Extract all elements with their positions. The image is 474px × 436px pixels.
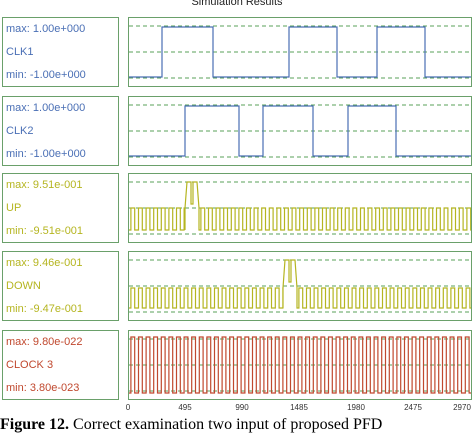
- waveform-trace: [129, 336, 471, 394]
- signal-label-panel: max: 1.00e+000 CLK2 min: -1.00e+000: [2, 96, 119, 166]
- signal-plot-panel: [128, 17, 472, 87]
- window-title: Simulation Results: [191, 0, 283, 8]
- waveform-plot: [129, 25, 471, 79]
- tick-label: 1980: [347, 403, 365, 412]
- tick-label: 2475: [404, 403, 422, 412]
- tick-label: 990: [235, 403, 249, 412]
- tick-label: 2970: [453, 403, 471, 412]
- signal-max: max: 9.80e-022: [6, 336, 83, 348]
- signal-plot-panel: [128, 96, 472, 166]
- waveform-trace: [129, 26, 471, 78]
- signal-name: CLOCK 3: [6, 359, 54, 371]
- signal-plot-panel: [128, 330, 472, 400]
- waveform-trace: [129, 181, 471, 231]
- signal-max: max: 9.51e-001: [6, 179, 83, 191]
- signal-min: min: -1.00e+000: [6, 69, 86, 81]
- signal-plot-panel: [128, 251, 472, 321]
- caption-text: Correct examination two input of propose…: [69, 416, 383, 433]
- signal-name: DOWN: [6, 280, 41, 292]
- caption-label: Figure 12.: [0, 416, 70, 433]
- signal-min: min: 3.80e-023: [6, 382, 80, 394]
- signal-label-panel: max: 9.46e-001 DOWN min: -9.47e-001: [2, 251, 119, 321]
- tick-label: 495: [178, 403, 192, 412]
- waveform-trace: [129, 259, 471, 309]
- signal-label-panel: max: 9.51e-001 UP min: -9.51e-001: [2, 173, 119, 243]
- signal-min: min: -9.51e-001: [6, 225, 84, 237]
- figure-caption: Figure 12. Correct examination two input…: [0, 416, 474, 434]
- waveform-plot: [129, 181, 471, 235]
- signal-name: CLK1: [6, 46, 34, 58]
- signal-max: max: 1.00e+000: [6, 23, 86, 35]
- signal-min: min: -1.00e+000: [6, 148, 86, 160]
- signal-name: CLK2: [6, 125, 34, 137]
- signal-min: min: -9.47e-001: [6, 303, 84, 315]
- tick-label: 1485: [290, 403, 308, 412]
- signal-max: max: 9.46e-001: [6, 257, 83, 269]
- time-axis: 0 495 990 1485 1980 2475 2970: [125, 403, 472, 415]
- waveform-plot: [129, 104, 471, 158]
- tick-label: 0: [125, 403, 131, 412]
- signal-name: UP: [6, 202, 22, 214]
- signal-plot-panel: [128, 173, 472, 243]
- waveform-plot: [129, 259, 471, 313]
- signal-max: max: 1.00e+000: [6, 102, 86, 114]
- signal-label-panel: max: 1.00e+000 CLK1 min: -1.00e+000: [2, 17, 119, 87]
- waveform-trace: [129, 105, 471, 157]
- waveform-plot: [129, 336, 471, 394]
- signal-label-panel: max: 9.80e-022 CLOCK 3 min: 3.80e-023: [2, 330, 119, 400]
